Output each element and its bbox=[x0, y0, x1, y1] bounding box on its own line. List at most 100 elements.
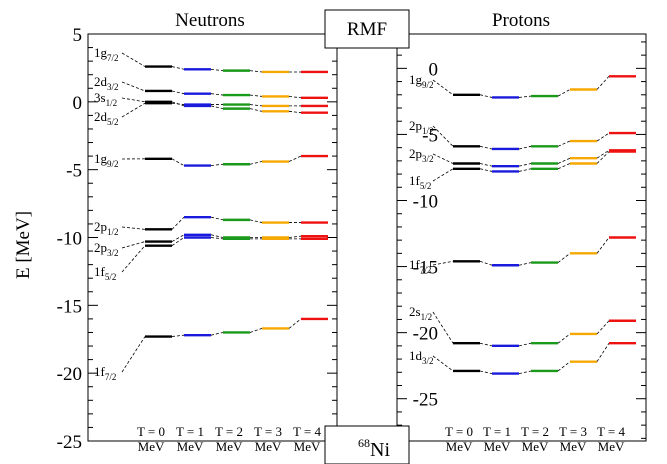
level-connector bbox=[288, 235, 302, 238]
legend-unit: MeV bbox=[216, 439, 243, 454]
legend-temperature: T = 3 bbox=[254, 424, 282, 439]
level-connector bbox=[596, 342, 610, 362]
level-connector bbox=[557, 361, 571, 372]
level-connector bbox=[210, 234, 224, 238]
level-connector bbox=[171, 216, 185, 230]
level-connector bbox=[596, 237, 610, 254]
legend-unit: MeV bbox=[484, 439, 511, 454]
orbital-label: 1g7/2 bbox=[94, 45, 119, 63]
y-tick-label: -10 bbox=[57, 229, 82, 250]
level-leader bbox=[121, 102, 146, 118]
orbital-label: 2d3/2 bbox=[94, 74, 119, 92]
level-connector bbox=[210, 68, 224, 72]
level-connector bbox=[518, 163, 532, 167]
level-leader bbox=[432, 311, 454, 344]
level-connector bbox=[210, 163, 224, 166]
orbital-label: 1f5/2 bbox=[94, 264, 116, 282]
y-tick-label: -5 bbox=[66, 161, 82, 182]
level-connector bbox=[596, 76, 610, 90]
level-leader bbox=[432, 79, 454, 96]
level-connector bbox=[171, 102, 185, 105]
orbital-label: 1g9/2 bbox=[409, 72, 434, 90]
level-connector bbox=[249, 104, 263, 107]
level-connector bbox=[171, 234, 185, 242]
level-connector bbox=[288, 110, 302, 114]
level-connector bbox=[249, 328, 263, 333]
legend-unit: MeV bbox=[560, 439, 587, 454]
level-leader bbox=[432, 153, 454, 164]
legend-temperature: T = 1 bbox=[176, 424, 204, 439]
nucleus-label: 68Ni bbox=[358, 436, 390, 461]
level-connector bbox=[210, 105, 224, 110]
panel-title: Neutrons bbox=[175, 10, 245, 31]
method-box: RMF bbox=[324, 9, 410, 49]
level-connector bbox=[171, 334, 185, 337]
level-leader bbox=[121, 241, 146, 249]
legend-unit: MeV bbox=[522, 439, 549, 454]
level-connector bbox=[249, 108, 263, 112]
level-connector bbox=[557, 333, 571, 344]
y-tick-label: -20 bbox=[413, 324, 438, 345]
level-connector bbox=[518, 168, 532, 172]
level-connector bbox=[557, 140, 571, 147]
legend-temperature: T = 4 bbox=[293, 424, 322, 439]
level-connector bbox=[249, 161, 263, 165]
level-leader bbox=[432, 168, 454, 182]
orbital-label: 3s1/2 bbox=[94, 90, 117, 108]
level-connector bbox=[596, 149, 610, 159]
y-tick-label: 5 bbox=[73, 25, 83, 46]
level-connector bbox=[479, 145, 493, 150]
legend-temperature: T = 0 bbox=[137, 424, 165, 439]
legend-unit: MeV bbox=[598, 439, 625, 454]
level-connector bbox=[171, 90, 185, 95]
legend-temperature: T = 0 bbox=[445, 424, 473, 439]
panel-frame bbox=[396, 33, 647, 442]
legend-unit: MeV bbox=[446, 439, 473, 454]
level-connector bbox=[596, 151, 610, 164]
level-connector bbox=[518, 342, 532, 347]
y-tick-label: -5 bbox=[422, 125, 438, 146]
legend-temperature: T = 1 bbox=[483, 424, 511, 439]
level-connector bbox=[288, 96, 302, 99]
method-label: RMF bbox=[347, 19, 387, 40]
legend-unit: MeV bbox=[177, 439, 204, 454]
level-leader bbox=[432, 355, 454, 372]
level-connector bbox=[249, 219, 263, 223]
level-connector bbox=[479, 342, 493, 347]
orbital-label: 2s1/2 bbox=[409, 304, 432, 322]
legend-temperature: T = 4 bbox=[597, 424, 626, 439]
level-connector bbox=[596, 320, 610, 335]
level-connector bbox=[518, 262, 532, 266]
legend-temperature: T = 2 bbox=[215, 424, 243, 439]
level-connector bbox=[210, 93, 224, 96]
level-connector bbox=[249, 70, 263, 73]
level-connector bbox=[171, 158, 185, 166]
level-leader bbox=[432, 260, 454, 266]
orbital-label: 1f7/2 bbox=[409, 257, 431, 275]
y-axis-label: E [MeV] bbox=[13, 211, 34, 279]
y-tick-label: -15 bbox=[413, 258, 438, 279]
orbital-label: 1f5/2 bbox=[409, 173, 431, 191]
legend-temperature: T = 2 bbox=[521, 424, 549, 439]
orbital-label: 2p3/2 bbox=[409, 146, 434, 164]
level-connector bbox=[518, 95, 532, 98]
y-tick-label: -25 bbox=[413, 390, 438, 411]
level-connector bbox=[171, 66, 185, 70]
y-tick-label: -10 bbox=[413, 192, 438, 213]
level-connector bbox=[249, 94, 263, 97]
legend-unit: MeV bbox=[294, 439, 321, 454]
level-connector bbox=[557, 157, 571, 164]
orbital-label: 1d3/2 bbox=[409, 348, 434, 366]
level-leader bbox=[121, 245, 146, 273]
y-tick-label: -25 bbox=[57, 432, 82, 453]
level-connector bbox=[557, 89, 571, 97]
level-connector bbox=[518, 370, 532, 374]
orbital-label: 2p3/2 bbox=[94, 240, 119, 258]
y-tick-label: 0 bbox=[429, 59, 439, 80]
level-leader bbox=[121, 81, 146, 92]
y-tick-label: -20 bbox=[57, 364, 82, 385]
panel-title: Protons bbox=[492, 10, 550, 31]
neutron-panel: Neutrons-25-20-15-10-5051g7/22d3/23s1/22… bbox=[57, 10, 338, 454]
